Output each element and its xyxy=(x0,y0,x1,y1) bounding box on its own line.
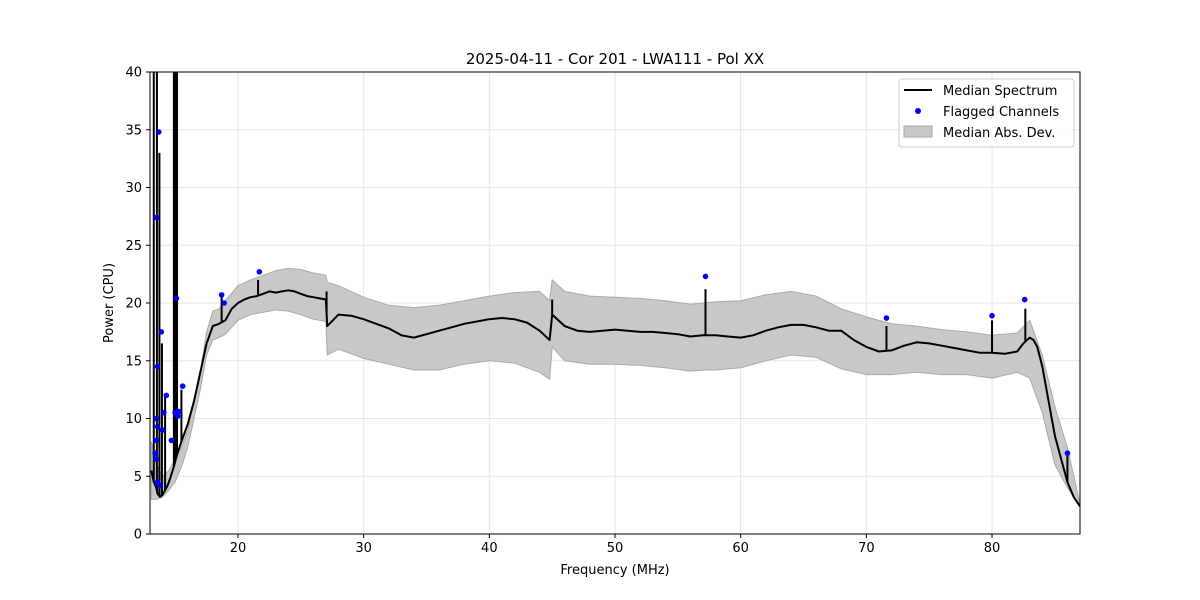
y-tick-label: 20 xyxy=(125,297,142,312)
y-axis-ticks: 0 5 10 15 20 25 30 35 40 xyxy=(125,66,150,543)
mad-band-layer xyxy=(150,267,1080,508)
flagged-channel-point xyxy=(174,413,181,419)
flagged-channel-point xyxy=(163,392,170,399)
flagged-channel-point xyxy=(153,456,160,462)
legend-frame xyxy=(898,78,1075,148)
flagged-channel-point xyxy=(1021,296,1028,303)
chart-title: 2025-04-11 - Cor 201 - LWA111 - Pol XX xyxy=(466,50,764,68)
y-tick-label: 25 xyxy=(125,239,142,254)
median-line-layer xyxy=(150,289,1080,507)
flagged-channel-point xyxy=(179,383,186,389)
x-tick-label: 50 xyxy=(607,541,624,556)
x-axis-ticks: 20 30 40 50 60 70 80 xyxy=(230,534,1001,556)
x-tick-label: 60 xyxy=(732,541,749,556)
flagged-channel-point xyxy=(154,423,161,430)
mad-band xyxy=(150,267,1080,508)
x-tick-label: 30 xyxy=(355,541,372,556)
flagged-channels-layer xyxy=(152,129,1071,489)
x-tick-label: 20 xyxy=(230,541,247,556)
flagged-channel-point xyxy=(153,437,160,444)
y-tick-label: 40 xyxy=(125,66,142,81)
flagged-channel-point xyxy=(173,295,180,302)
median-spectrum-line xyxy=(150,289,1080,507)
y-tick-label: 30 xyxy=(125,181,142,196)
x-tick-label: 40 xyxy=(481,541,498,556)
x-axis-label: Frequency (MHz) xyxy=(560,563,669,578)
flagged-channel-point xyxy=(256,269,263,275)
flagged-channel-point xyxy=(154,363,161,370)
flagged-channel-point xyxy=(152,450,158,456)
y-axis-label: Power (CPU) xyxy=(102,263,117,343)
x-tick-label: 70 xyxy=(858,541,875,556)
legend-entry-mad: Median Abs. Dev. xyxy=(943,126,1055,141)
x-tick-label: 80 xyxy=(984,541,1001,556)
flagged-channel-point xyxy=(989,312,995,319)
flagged-channel-point xyxy=(702,273,709,280)
y-tick-label: 15 xyxy=(125,354,142,369)
legend-dot-swatch xyxy=(915,108,921,114)
spike-layer xyxy=(152,72,1069,497)
legend: Median Spectrum Flagged Channels Median … xyxy=(898,78,1075,148)
flagged-channel-point xyxy=(1064,450,1071,456)
legend-band-swatch xyxy=(903,125,933,138)
flagged-channel-point xyxy=(218,292,225,298)
flagged-channel-point xyxy=(153,415,160,422)
y-tick-label: 35 xyxy=(125,123,142,138)
flagged-channel-point xyxy=(161,409,167,416)
legend-entry-median: Median Spectrum xyxy=(943,84,1057,99)
y-tick-label: 5 xyxy=(134,470,142,485)
legend-entry-flagged: Flagged Channels xyxy=(943,105,1059,120)
flagged-channel-point xyxy=(176,408,182,415)
flagged-channel-point xyxy=(155,129,162,135)
y-tick-label: 0 xyxy=(134,528,142,543)
flagged-channel-point xyxy=(153,214,160,221)
flagged-channel-point xyxy=(168,437,175,444)
flagged-channel-point xyxy=(883,315,890,321)
y-tick-label: 10 xyxy=(125,412,142,427)
flagged-channel-point xyxy=(159,427,166,433)
flagged-channel-point xyxy=(158,329,165,335)
flagged-channel-point xyxy=(221,300,227,306)
flagged-channel-point xyxy=(157,482,163,489)
